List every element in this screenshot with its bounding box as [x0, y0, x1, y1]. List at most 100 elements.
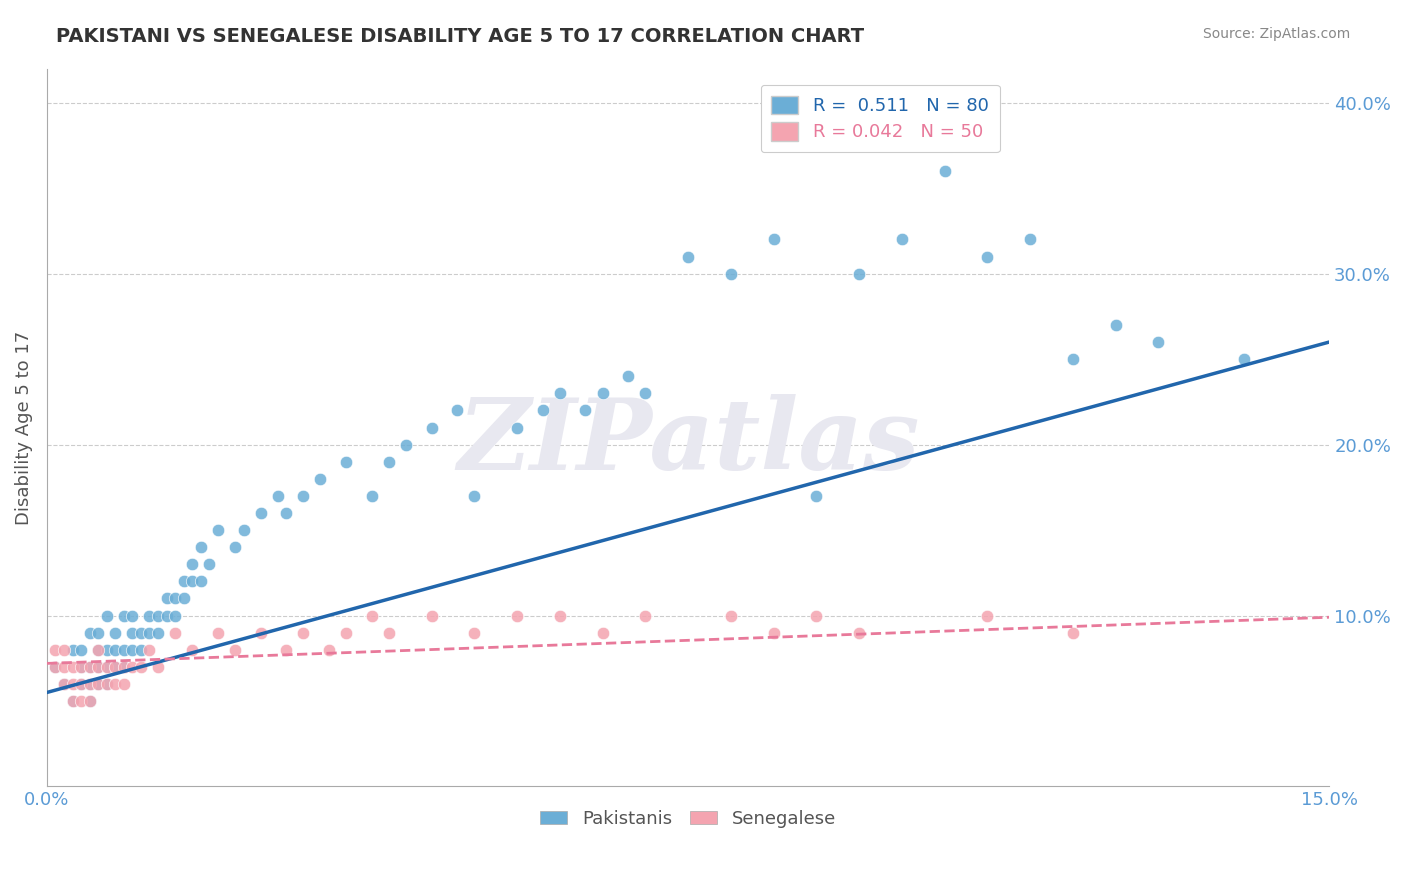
Point — [79, 677, 101, 691]
Point — [267, 489, 290, 503]
Point — [890, 232, 912, 246]
Point — [1019, 232, 1042, 246]
Point — [806, 608, 828, 623]
Point — [96, 642, 118, 657]
Point — [207, 523, 229, 537]
Point — [190, 540, 212, 554]
Point — [138, 625, 160, 640]
Point — [62, 660, 84, 674]
Point — [104, 625, 127, 640]
Point — [548, 386, 571, 401]
Point — [173, 591, 195, 606]
Point — [165, 608, 187, 623]
Point — [104, 642, 127, 657]
Point — [762, 232, 785, 246]
Point — [378, 625, 401, 640]
Point — [129, 642, 152, 657]
Point — [181, 574, 204, 589]
Point — [79, 677, 101, 691]
Point — [165, 591, 187, 606]
Point — [87, 625, 110, 640]
Point — [848, 625, 870, 640]
Point — [104, 660, 127, 674]
Point — [44, 642, 66, 657]
Point — [592, 625, 614, 640]
Point — [96, 660, 118, 674]
Point — [463, 489, 485, 503]
Point — [70, 642, 93, 657]
Point — [44, 660, 66, 674]
Point — [112, 608, 135, 623]
Point — [531, 403, 554, 417]
Point — [112, 642, 135, 657]
Point — [87, 677, 110, 691]
Point — [121, 642, 143, 657]
Point — [70, 660, 93, 674]
Point — [292, 625, 315, 640]
Point — [53, 677, 76, 691]
Point — [318, 642, 340, 657]
Point — [70, 677, 93, 691]
Point — [848, 267, 870, 281]
Point — [70, 694, 93, 708]
Point — [617, 369, 640, 384]
Point — [112, 660, 135, 674]
Point — [87, 660, 110, 674]
Point — [976, 608, 998, 623]
Point — [395, 437, 418, 451]
Point — [165, 625, 187, 640]
Point — [96, 677, 118, 691]
Point — [190, 574, 212, 589]
Point — [155, 591, 177, 606]
Point — [548, 608, 571, 623]
Point — [87, 642, 110, 657]
Point — [224, 540, 246, 554]
Point — [138, 642, 160, 657]
Point — [96, 608, 118, 623]
Point — [360, 489, 382, 503]
Point — [592, 386, 614, 401]
Point — [292, 489, 315, 503]
Point — [79, 660, 101, 674]
Point — [62, 694, 84, 708]
Point — [181, 558, 204, 572]
Point — [44, 660, 66, 674]
Point — [87, 660, 110, 674]
Point — [79, 625, 101, 640]
Point — [79, 694, 101, 708]
Point — [138, 608, 160, 623]
Y-axis label: Disability Age 5 to 17: Disability Age 5 to 17 — [15, 330, 32, 524]
Point — [506, 608, 529, 623]
Point — [506, 420, 529, 434]
Point — [79, 694, 101, 708]
Point — [129, 660, 152, 674]
Point — [121, 625, 143, 640]
Point — [146, 608, 169, 623]
Point — [335, 625, 357, 640]
Point — [360, 608, 382, 623]
Point — [129, 625, 152, 640]
Point — [104, 677, 127, 691]
Point — [104, 660, 127, 674]
Point — [79, 660, 101, 674]
Point — [70, 660, 93, 674]
Point — [146, 625, 169, 640]
Point — [121, 660, 143, 674]
Point — [155, 608, 177, 623]
Point — [87, 642, 110, 657]
Point — [62, 642, 84, 657]
Point — [181, 642, 204, 657]
Point — [173, 574, 195, 589]
Point — [446, 403, 468, 417]
Point — [121, 608, 143, 623]
Point — [309, 472, 332, 486]
Point — [70, 677, 93, 691]
Point — [1062, 352, 1084, 367]
Point — [249, 506, 271, 520]
Point — [1147, 334, 1170, 349]
Point — [62, 677, 84, 691]
Point — [53, 660, 76, 674]
Point — [574, 403, 596, 417]
Point — [806, 489, 828, 503]
Point — [1104, 318, 1126, 332]
